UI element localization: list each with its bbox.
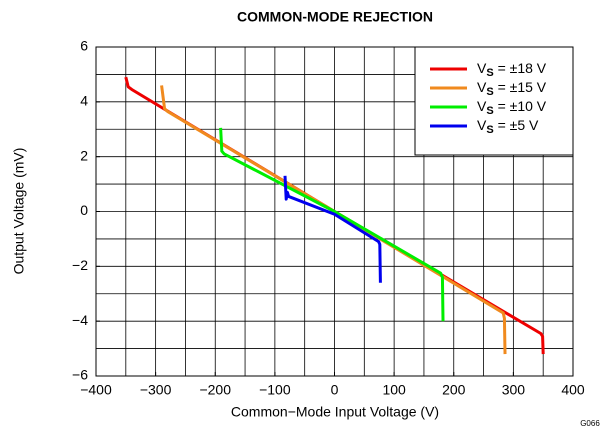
x-tick-label: 300: [502, 382, 526, 398]
data-line: [219, 127, 445, 322]
legend-label: VS = ±10 V: [477, 98, 547, 117]
x-tick-label: 200: [442, 382, 466, 398]
annotation: G066: [580, 419, 600, 428]
x-tick-label: −300: [140, 382, 172, 398]
y-tick-label: 2: [80, 147, 88, 163]
y-axis-label: Output Voltage (mV): [11, 148, 27, 275]
y-tick-label: 6: [80, 38, 88, 54]
y-tick-label: −2: [72, 257, 88, 273]
x-tick-label: 400: [561, 382, 585, 398]
y-tick-label: 0: [80, 202, 88, 218]
x-tick-label: −400: [80, 382, 112, 398]
x-tick-label: 100: [382, 382, 406, 398]
legend-label: VS = ±5 V: [477, 117, 539, 136]
legend-box: [414, 46, 574, 156]
y-tick-label: −4: [72, 312, 88, 328]
x-axis-label: Common−Mode Input Voltage (V): [231, 404, 439, 420]
data-line: [283, 175, 382, 283]
y-tick-label: 4: [80, 93, 88, 109]
x-tick-label: −200: [199, 382, 231, 398]
x-tick-label: −100: [259, 382, 291, 398]
legend-label: VS = ±15 V: [477, 79, 547, 98]
y-tick-label: −6: [72, 367, 88, 383]
legend-label: VS = ±18 V: [477, 60, 547, 79]
x-tick-label: 0: [331, 382, 339, 398]
chart-title: COMMON-MODE REJECTION: [237, 9, 433, 25]
